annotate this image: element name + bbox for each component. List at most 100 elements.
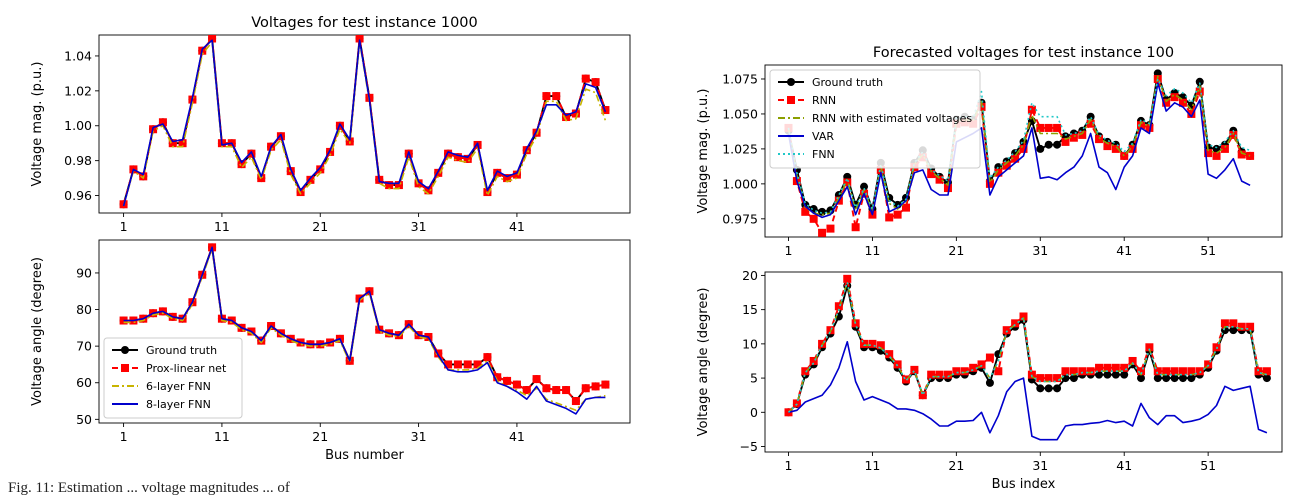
data-point (444, 360, 453, 369)
legend-box (769, 69, 981, 169)
data-point (473, 360, 482, 369)
data-point (1137, 374, 1145, 383)
x-tick-label: 31 (411, 429, 427, 444)
x-tick-label: 51 (1200, 243, 1216, 258)
y-tick-label: 0.96 (64, 188, 92, 203)
data-point (885, 213, 894, 222)
y-tick-label: 1.050 (722, 106, 758, 121)
data-point (394, 181, 403, 190)
x-tick-label: 21 (312, 219, 328, 234)
data-point (784, 408, 793, 417)
data-point (1036, 144, 1045, 153)
data-point (1095, 370, 1104, 379)
data-point (1078, 130, 1087, 139)
data-point (1053, 140, 1062, 149)
x-tick-label: 11 (214, 219, 230, 234)
x-tick-label: 41 (1116, 458, 1132, 473)
plot-frame (98, 239, 631, 424)
data-point (1027, 370, 1036, 379)
legend-label: Prox-linear net (146, 362, 227, 375)
series-line-prox-linear-net (122, 37, 607, 205)
data-point (1103, 363, 1112, 372)
data-point (168, 139, 177, 148)
data-point (885, 350, 894, 359)
x-tick-label: 21 (948, 243, 964, 258)
legend-label: 8-layer FNN (146, 398, 211, 411)
data-point (994, 367, 1003, 376)
data-point (826, 224, 835, 233)
legend: Ground truth RNN RNN with estimated voltag… (769, 69, 981, 169)
y-tick-label: 1.04 (64, 48, 92, 63)
y-axis-label: Voltage angle (degree) (30, 257, 45, 406)
x-tick-label: 11 (214, 429, 230, 444)
data-point (1111, 370, 1120, 379)
y-tick-label: 60 (76, 375, 92, 390)
legend-marker (121, 364, 129, 372)
legend-label: 6-layer FNN (146, 380, 211, 393)
series-line-rnn-with-estimated-voltages (787, 281, 1268, 413)
x-tick-label: 41 (509, 219, 525, 234)
data-point (1229, 326, 1238, 335)
data-point (1254, 367, 1263, 376)
data-point (1178, 374, 1187, 383)
data-point (1120, 370, 1129, 379)
legend-label: RNN (812, 94, 836, 107)
legend-marker (787, 96, 795, 104)
data-point (581, 384, 590, 393)
y-tick-label: 15 (742, 302, 758, 317)
data-point (532, 375, 541, 384)
x-tick-label: 1 (120, 429, 128, 444)
data-point (552, 386, 561, 395)
x-tick-label: 41 (509, 429, 525, 444)
data-point (355, 35, 364, 43)
x-tick-label: 31 (1032, 243, 1048, 258)
data-point (453, 360, 462, 369)
data-point (1237, 150, 1246, 159)
plot-frame (764, 64, 1283, 238)
legend-label: Ground truth (146, 344, 217, 357)
data-point (1095, 363, 1104, 372)
y-tick-label: 1.02 (64, 83, 92, 98)
data-point (552, 92, 561, 101)
data-point (1237, 322, 1246, 331)
data-point (562, 386, 571, 395)
data-point (591, 78, 600, 87)
data-point (522, 386, 531, 395)
y-tick-label: −5 (740, 439, 758, 454)
data-point (208, 35, 217, 43)
data-point (1069, 133, 1078, 142)
data-point (1170, 93, 1179, 102)
data-point (1137, 121, 1145, 130)
data-point (1246, 322, 1255, 331)
data-point (792, 399, 801, 408)
data-point (1002, 161, 1011, 170)
data-point (851, 223, 860, 232)
data-point (1262, 374, 1271, 383)
data-point (1086, 119, 1095, 128)
data-point (434, 349, 443, 358)
legend-box (103, 337, 243, 419)
x-tick-label: 11 (864, 458, 880, 473)
data-point (843, 274, 852, 283)
data-point (1153, 374, 1162, 383)
data-point (591, 382, 600, 391)
x-tick-label: 21 (312, 429, 328, 444)
data-point (1162, 98, 1171, 107)
data-point (1204, 360, 1213, 369)
series-line-8-layer-fnn (123, 246, 606, 415)
data-point (581, 74, 590, 83)
x-tick-label: 1 (785, 243, 793, 258)
data-point (424, 186, 433, 195)
data-point (977, 360, 986, 369)
chart-voltage-angle-bus-number: Voltage angle (degree) Bus number 1 11 21 3… (30, 239, 631, 463)
data-point (1187, 374, 1196, 383)
data-point (1111, 363, 1120, 372)
data-point (1178, 367, 1187, 376)
data-point (1195, 367, 1204, 376)
chart-forecasted-voltage-angle-bus-index: Voltage angle (degree) Bus index 1 11 21 31… (696, 268, 1283, 492)
data-point (1044, 123, 1053, 132)
y-tick-label: 1.025 (722, 141, 758, 156)
data-point (910, 365, 919, 374)
data-point (876, 165, 885, 174)
